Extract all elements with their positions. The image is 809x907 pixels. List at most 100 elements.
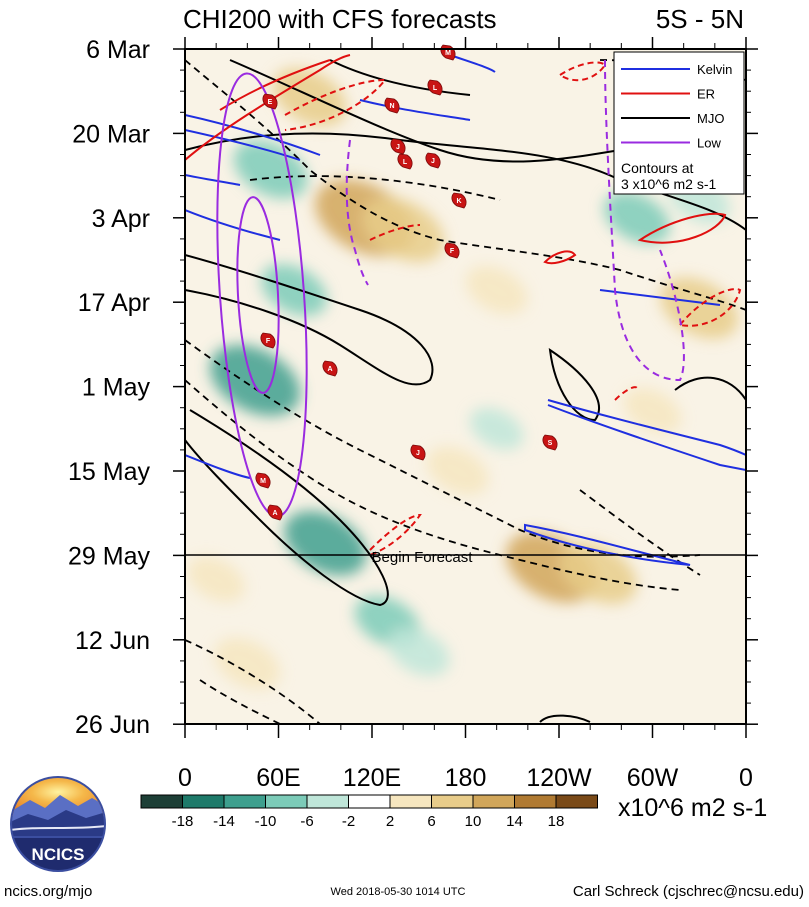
colorbar-swatch — [140, 794, 183, 809]
legend-entry-label: Low — [697, 136, 721, 151]
y-tick-label: 20 Mar — [72, 120, 150, 148]
footer-timestamp: Wed 2018-05-30 1014 UTC — [331, 886, 466, 898]
legend: Kelvin ER MJO Low Contours at 3 x10^6 m2 s-… — [613, 51, 745, 195]
storm-marker-letter: K — [456, 198, 461, 205]
storm-marker-letter: N — [389, 103, 394, 110]
storm-marker: M — [255, 472, 271, 489]
heatmap-cell — [558, 542, 637, 604]
heatmap-cell — [233, 140, 308, 199]
footer-author: Carl Schreck (cjschrec@ncsu.edu) — [573, 883, 804, 900]
storm-marker: L — [397, 153, 413, 170]
colorbar-swatch — [431, 794, 474, 809]
colorbar-label: -6 — [300, 813, 313, 830]
storm-marker: A — [322, 360, 338, 377]
x-tick-label: 0 — [739, 764, 753, 792]
storm-marker-letter: A — [272, 510, 277, 517]
y-tick-label: 1 May — [82, 374, 151, 402]
colorbar-swatch — [306, 794, 349, 809]
heatmap-cell — [272, 68, 347, 127]
ncics-logo: NCICS — [10, 776, 106, 872]
heatmap-cell — [465, 265, 528, 315]
y-tick-label: 17 Apr — [78, 289, 150, 317]
colorbar-units: x10^6 m2 s-1 — [618, 794, 767, 822]
logo-text: NCICS — [32, 845, 85, 864]
storm-marker: L — [427, 79, 443, 96]
heatmap-cell — [426, 446, 489, 496]
y-tick-label: 3 Apr — [92, 205, 150, 233]
colorbar-label: -18 — [172, 813, 194, 830]
storm-marker: E — [262, 93, 278, 110]
x-tick-label: 60E — [256, 764, 300, 792]
storm-marker-letter: M — [260, 478, 266, 485]
storm-marker-letter: J — [431, 158, 435, 165]
colorbar-swatch — [555, 794, 598, 809]
heatmap-cell — [387, 627, 450, 676]
storm-marker-letter: F — [450, 248, 455, 255]
kelvin-contours — [185, 54, 746, 566]
heatmap-cell — [623, 388, 682, 434]
mjo-contours-negative — [185, 59, 746, 724]
colorbar-label: -14 — [213, 813, 235, 830]
colorbar-label: 6 — [427, 813, 435, 830]
colorbar-label: 18 — [548, 813, 565, 830]
storm-marker: N — [384, 97, 400, 114]
colorbar-swatch — [389, 794, 432, 809]
storm-marker-letter: J — [416, 450, 420, 457]
storm-marker: F — [444, 242, 460, 259]
x-tick-label: 0 — [178, 764, 192, 792]
storm-marker: S — [542, 434, 558, 451]
storm-marker: J — [410, 444, 426, 461]
colorbar-swatch — [223, 794, 266, 809]
x-axis: 0 60E 120E 180 120W 60W 0 — [178, 37, 753, 792]
legend-entry-label: Kelvin — [697, 62, 732, 77]
y-tick-label: 15 May — [68, 458, 150, 486]
legend-note-1: Contours at — [621, 160, 693, 176]
storm-marker: A — [267, 504, 283, 521]
storm-marker-letter: E — [268, 99, 273, 106]
forecast-label: Begin Forecast — [372, 549, 474, 566]
footer-url: ncics.org/mjo — [4, 883, 92, 900]
legend-entry-label: MJO — [697, 111, 724, 126]
legend-entry-label: ER — [697, 87, 715, 102]
x-tick-label: 120W — [526, 764, 592, 792]
storm-marker-letter: A — [327, 366, 332, 373]
x-tick-label: 180 — [445, 764, 487, 792]
region-label: 5S - 5N — [656, 4, 744, 34]
heatmap-cell — [470, 407, 524, 450]
storm-marker-letter: J — [396, 144, 400, 151]
storm-marker: J — [390, 138, 406, 155]
storm-marker-letter: L — [403, 159, 408, 166]
y-tick-label: 29 May — [68, 542, 150, 570]
storm-marker-letter: S — [548, 440, 553, 447]
contour-layer — [185, 54, 746, 724]
storm-marker-letter: L — [433, 85, 438, 92]
legend-note-2: 3 x10^6 m2 s-1 — [621, 176, 716, 192]
colorbar-swatch — [472, 794, 515, 809]
colorbar-swatch — [265, 794, 308, 809]
colorbar: -18 -14 -10 -6 -2 2 6 10 14 18 — [140, 794, 598, 830]
storm-marker: F — [260, 332, 276, 349]
colorbar-swatch — [348, 794, 391, 809]
storm-marker: K — [451, 192, 467, 209]
heatmap-layer — [187, 68, 739, 690]
heatmap-cell — [214, 637, 281, 690]
colorbar-label: -2 — [342, 813, 355, 830]
heatmap-cell — [187, 556, 245, 602]
storm-marker-letter: F — [266, 338, 271, 345]
x-tick-label: 120E — [343, 764, 401, 792]
y-axis: 6 Mar 20 Mar 3 Apr 17 Apr 1 May 15 May 29 May 1… — [68, 36, 758, 739]
colorbar-label: 14 — [506, 813, 523, 830]
mjo-contours-positive — [185, 59, 746, 723]
er-contours — [185, 54, 742, 556]
x-tick-label: 60W — [627, 764, 679, 792]
heatmap-cell — [362, 197, 445, 263]
colorbar-label: 2 — [386, 813, 394, 830]
colorbar-swatch — [514, 794, 557, 809]
y-tick-label: 6 Mar — [86, 36, 150, 64]
storm-marker: J — [425, 152, 441, 169]
heatmap-cell — [604, 191, 670, 244]
y-tick-label: 12 Jun — [75, 627, 150, 655]
colorbar-label: -10 — [255, 813, 277, 830]
chart-title: CHI200 with CFS forecasts — [183, 4, 497, 34]
